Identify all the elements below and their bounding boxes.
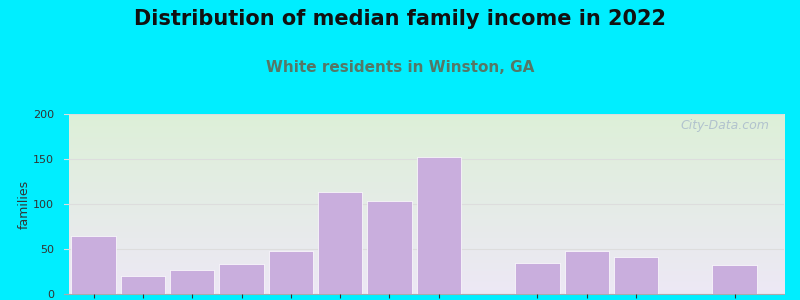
Bar <box>417 157 461 294</box>
Bar <box>219 264 264 294</box>
Bar <box>71 236 116 294</box>
Bar <box>170 270 214 294</box>
Text: White residents in Winston, GA: White residents in Winston, GA <box>266 60 534 75</box>
Bar <box>565 251 609 294</box>
Text: Distribution of median family income in 2022: Distribution of median family income in … <box>134 9 666 29</box>
Bar <box>367 201 412 294</box>
Bar <box>515 262 560 294</box>
Bar <box>269 251 313 294</box>
Bar <box>121 276 165 294</box>
Bar <box>318 192 362 294</box>
Bar <box>713 265 757 294</box>
Text: City-Data.com: City-Data.com <box>681 119 770 132</box>
Y-axis label: families: families <box>18 179 30 229</box>
Bar <box>614 257 658 294</box>
